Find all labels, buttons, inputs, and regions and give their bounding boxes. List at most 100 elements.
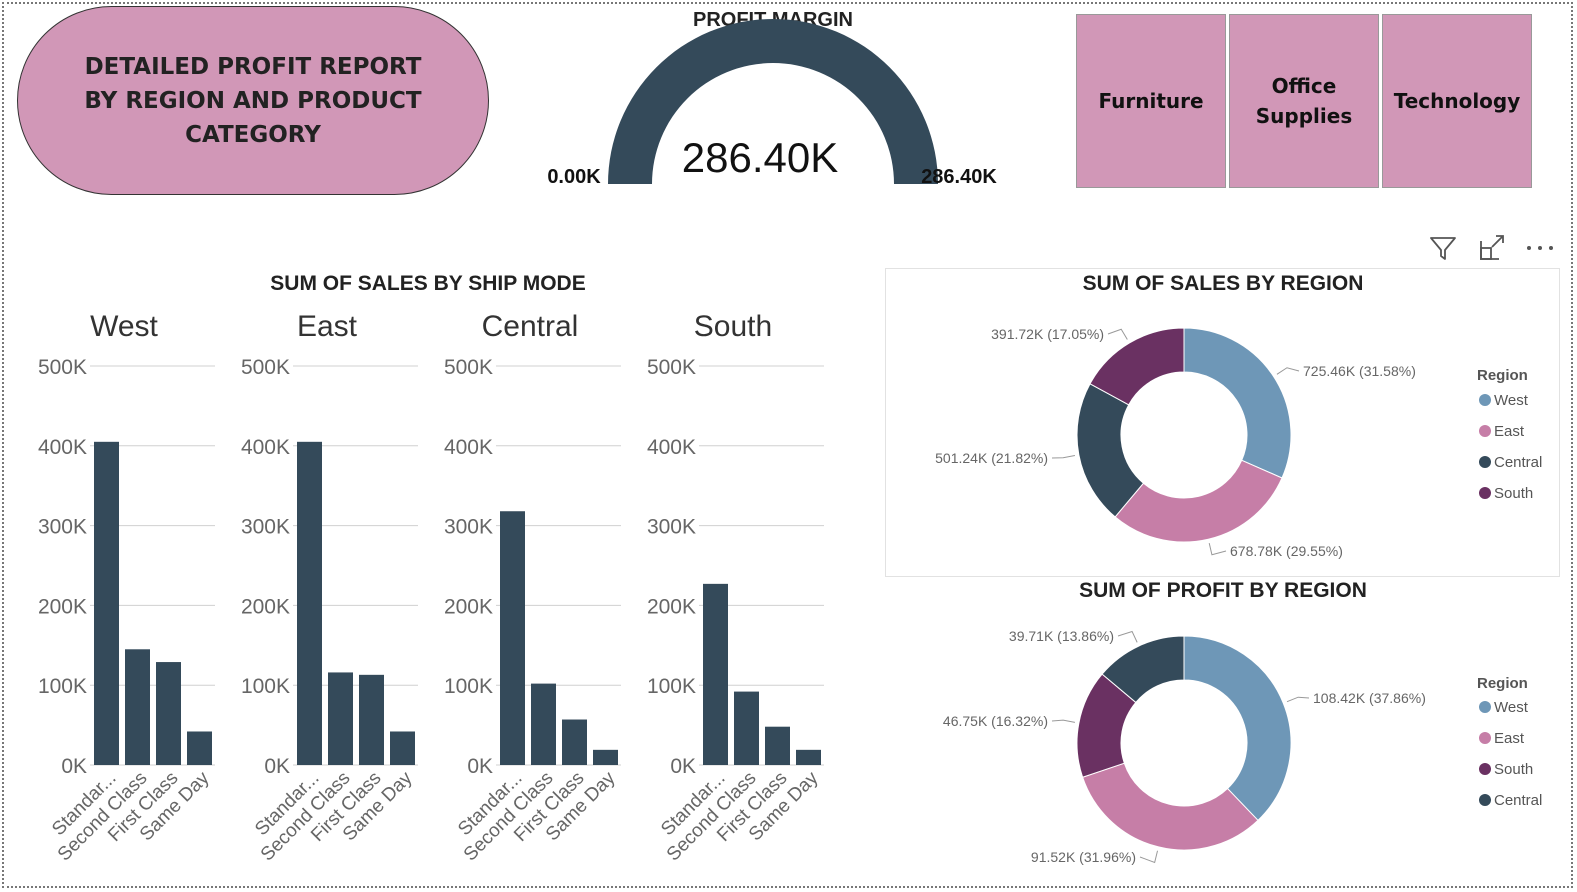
leader-line bbox=[1107, 328, 1128, 340]
leader-line bbox=[1139, 850, 1159, 864]
leader-line bbox=[1208, 542, 1227, 556]
slice-south[interactable] bbox=[1089, 327, 1185, 406]
slice-east[interactable] bbox=[1082, 762, 1259, 851]
y-tick-label: 400K bbox=[444, 436, 493, 459]
bar-west-second-class[interactable] bbox=[125, 649, 150, 765]
profit-legend-title: Region bbox=[1477, 675, 1528, 692]
filter-icon[interactable] bbox=[1427, 232, 1459, 264]
leader-line bbox=[1286, 696, 1310, 703]
y-tick-label: 300K bbox=[241, 516, 290, 539]
legend-marker bbox=[1479, 487, 1491, 499]
leader-line bbox=[1051, 455, 1076, 459]
y-tick-label: 200K bbox=[647, 595, 696, 618]
leader-line bbox=[1117, 630, 1138, 643]
slice-central[interactable] bbox=[1101, 635, 1185, 704]
data-label-south: 391.72K (17.05%) bbox=[991, 326, 1104, 342]
bar-central-first-class[interactable] bbox=[562, 719, 587, 765]
y-tick-label: 500K bbox=[647, 356, 696, 379]
sales-by-region-donut[interactable]: SUM OF SALES BY REGION Region 725.46K (3… bbox=[885, 262, 1565, 572]
data-label-east: 91.52K (31.96%) bbox=[1031, 849, 1136, 865]
gauge-max-label: 286.40K bbox=[921, 166, 997, 188]
bar-west-standar[interactable] bbox=[94, 441, 119, 765]
bar-south-standar[interactable] bbox=[703, 583, 728, 765]
legend-label: West bbox=[1494, 392, 1529, 409]
legend-label: Central bbox=[1494, 792, 1542, 809]
legend-label: Central bbox=[1494, 454, 1542, 471]
leader-line bbox=[1276, 367, 1300, 375]
legend-item-south[interactable]: South bbox=[1479, 485, 1533, 502]
profit-donut-title: SUM OF PROFIT BY REGION bbox=[1079, 579, 1367, 602]
leader-line bbox=[1051, 719, 1076, 723]
bar-south-same-day[interactable] bbox=[796, 749, 821, 765]
slice-west[interactable] bbox=[1183, 327, 1292, 479]
data-label-central: 39.71K (13.86%) bbox=[1009, 628, 1114, 644]
bar-central-same-day[interactable] bbox=[593, 749, 618, 765]
y-tick-label: 400K bbox=[647, 436, 696, 459]
facet-west: West0K100K200K300K400K500KStandar...Seco… bbox=[38, 310, 215, 865]
profit-by-region-donut[interactable]: SUM OF PROFIT BY REGION Region 108.42K (… bbox=[885, 570, 1565, 888]
legend-label: East bbox=[1494, 423, 1525, 440]
bar-east-same-day[interactable] bbox=[390, 731, 415, 765]
bar-east-standar[interactable] bbox=[297, 441, 322, 765]
legend-marker bbox=[1479, 732, 1491, 744]
y-tick-label: 500K bbox=[444, 356, 493, 379]
y-tick-label: 0K bbox=[61, 755, 87, 778]
bar-west-first-class[interactable] bbox=[156, 662, 181, 765]
bar-central-standar[interactable] bbox=[500, 511, 525, 765]
legend-label: West bbox=[1494, 699, 1529, 716]
y-tick-label: 0K bbox=[670, 755, 696, 778]
more-options-icon[interactable] bbox=[1524, 232, 1556, 264]
legend-item-east[interactable]: East bbox=[1479, 423, 1525, 440]
bar-south-second-class[interactable] bbox=[734, 691, 759, 765]
legend-item-east[interactable]: East bbox=[1479, 730, 1525, 747]
category-button-furniture[interactable]: Furniture bbox=[1076, 14, 1226, 188]
report-title-banner: DETAILED PROFIT REPORT BY REGION AND PRO… bbox=[17, 6, 489, 195]
y-tick-label: 300K bbox=[444, 516, 493, 539]
legend-item-west[interactable]: West bbox=[1479, 392, 1529, 409]
y-tick-label: 0K bbox=[264, 755, 290, 778]
profit-margin-gauge[interactable]: PROFIT MARGIN 286.40K 0.00K 286.40K bbox=[530, 0, 1020, 200]
sales-donut-title: SUM OF SALES BY REGION bbox=[1083, 272, 1364, 295]
data-label-east: 678.78K (29.55%) bbox=[1230, 543, 1343, 559]
data-label-south: 46.75K (16.32%) bbox=[943, 713, 1048, 729]
legend-marker bbox=[1479, 394, 1491, 406]
category-label: Technology bbox=[1393, 89, 1521, 113]
slice-east[interactable] bbox=[1114, 459, 1283, 543]
category-button-technology[interactable]: Technology bbox=[1382, 14, 1532, 188]
legend-label: East bbox=[1494, 730, 1525, 747]
focus-mode-icon[interactable] bbox=[1476, 232, 1508, 264]
y-tick-label: 500K bbox=[241, 356, 290, 379]
y-tick-label: 400K bbox=[38, 436, 87, 459]
y-tick-label: 100K bbox=[38, 675, 87, 698]
legend-marker bbox=[1479, 701, 1491, 713]
data-label-central: 501.24K (21.82%) bbox=[935, 450, 1048, 466]
y-tick-label: 100K bbox=[241, 675, 290, 698]
y-tick-label: 300K bbox=[647, 516, 696, 539]
bar-south-first-class[interactable] bbox=[765, 726, 790, 765]
slice-west[interactable] bbox=[1183, 635, 1292, 822]
gauge-value: 286.40K bbox=[682, 134, 838, 181]
y-tick-label: 400K bbox=[241, 436, 290, 459]
legend-item-central[interactable]: Central bbox=[1479, 792, 1542, 809]
legend-label: South bbox=[1494, 485, 1533, 502]
y-tick-label: 200K bbox=[444, 595, 493, 618]
category-button-office-supplies[interactable]: Office Supplies bbox=[1229, 14, 1379, 188]
legend-item-west[interactable]: West bbox=[1479, 699, 1529, 716]
bar-east-first-class[interactable] bbox=[359, 674, 384, 765]
y-tick-label: 200K bbox=[241, 595, 290, 618]
report-title: DETAILED PROFIT REPORT BY REGION AND PRO… bbox=[84, 53, 422, 148]
bar-east-second-class[interactable] bbox=[328, 672, 353, 765]
legend-item-central[interactable]: Central bbox=[1479, 454, 1542, 471]
facet-title: Central bbox=[482, 310, 579, 343]
y-tick-label: 100K bbox=[647, 675, 696, 698]
facet-title: West bbox=[90, 310, 158, 343]
sales-by-ship-mode-chart[interactable]: SUM OF SALES BY SHIP MODE West 0K 100K 200K… bbox=[0, 262, 870, 887]
facet-title: South bbox=[694, 310, 772, 343]
legend-item-south[interactable]: South bbox=[1479, 761, 1533, 778]
gauge-arc bbox=[608, 19, 938, 184]
bar-west-same-day[interactable] bbox=[187, 731, 212, 765]
bar-central-second-class[interactable] bbox=[531, 683, 556, 765]
legend-label: South bbox=[1494, 761, 1533, 778]
facet-south: South0K100K200K300K400K500KStandar...Sec… bbox=[647, 310, 824, 865]
